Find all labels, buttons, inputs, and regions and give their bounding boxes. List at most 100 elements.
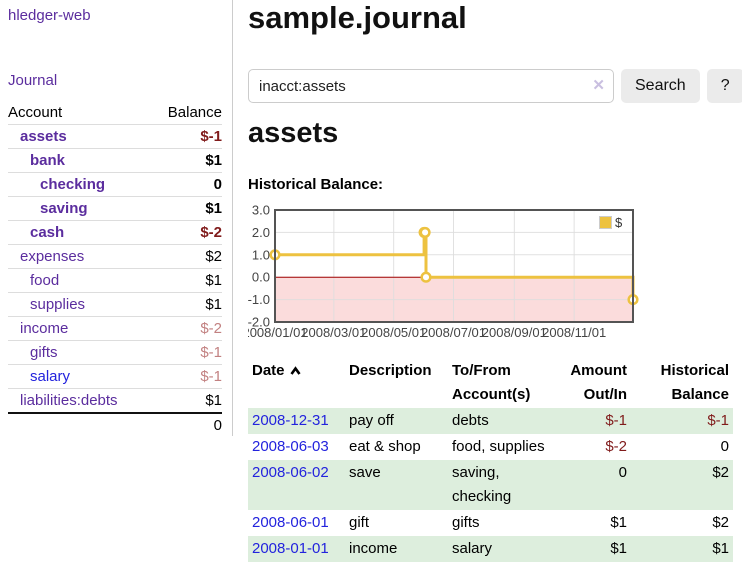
accounts-header-account: Account bbox=[8, 104, 63, 121]
register-header-accounts: To/From Account(s) bbox=[452, 362, 531, 403]
account-balance: $-2 bbox=[151, 220, 222, 245]
account-row: gifts $-1 bbox=[8, 340, 222, 365]
register-table-body: 2008-12-31 pay off debts $-1 $-1 2008-06-03 ea… bbox=[248, 408, 733, 562]
help-button[interactable]: ? bbox=[706, 69, 742, 103]
transaction-amount: $-1 bbox=[605, 412, 627, 429]
app-title-link[interactable]: hledger-web bbox=[8, 7, 91, 24]
account-link[interactable]: gifts bbox=[30, 344, 58, 361]
transaction-description: eat & shop bbox=[349, 438, 421, 455]
account-link[interactable]: bank bbox=[30, 152, 66, 169]
chart-legend: $ bbox=[599, 215, 622, 230]
transaction-date-link[interactable]: 2008-06-01 bbox=[252, 514, 329, 531]
main-content: sample.journal ✕ Search ? assets Histori… bbox=[248, 0, 742, 582]
register-header-date[interactable]: Date bbox=[248, 358, 345, 408]
transaction-amount: 0 bbox=[618, 464, 627, 481]
accounts-total-spacer bbox=[8, 412, 152, 437]
accounts-total-value: 0 bbox=[151, 412, 222, 437]
account-row: assets $-1 bbox=[8, 124, 222, 149]
account-balance: $-1 bbox=[151, 364, 222, 389]
x-axis-tick-label: 2008/07/01 bbox=[421, 325, 486, 340]
transaction-accounts: saving, checking bbox=[448, 460, 556, 510]
account-row: saving $1 bbox=[8, 196, 222, 221]
x-axis-tick-label: 2008/05/01 bbox=[361, 325, 426, 340]
account-link[interactable]: checking bbox=[40, 176, 106, 193]
register-table: Date Description To/From Account(s) Amou… bbox=[248, 358, 733, 562]
account-name-cell: saving bbox=[8, 196, 152, 221]
data-point-marker[interactable] bbox=[419, 226, 431, 238]
account-name-cell: gifts bbox=[8, 340, 152, 365]
account-link[interactable]: liabilities:debts bbox=[20, 392, 118, 409]
chart-border bbox=[274, 209, 634, 323]
account-name-cell: expenses bbox=[8, 244, 152, 269]
transaction-account-name: supplies bbox=[489, 438, 545, 455]
search-input[interactable] bbox=[248, 69, 614, 103]
account-balance: $1 bbox=[151, 196, 222, 221]
account-balance: $1 bbox=[151, 388, 222, 413]
transaction-date-link[interactable]: 2008-12-31 bbox=[252, 412, 329, 429]
accounts-header-balance: Balance bbox=[167, 104, 222, 121]
accounts-table-body: assets $-1 bank $1 checking 0 saving $1 cash $-2 e… bbox=[8, 124, 222, 413]
search-button[interactable]: Search bbox=[621, 69, 700, 103]
account-name-cell: salary bbox=[8, 364, 152, 389]
account-row: checking 0 bbox=[8, 172, 222, 197]
y-axis-tick-label: -1.0 bbox=[248, 292, 270, 307]
transaction-date-link[interactable]: 2008-06-02 bbox=[252, 464, 329, 481]
transaction-description: save bbox=[349, 464, 381, 481]
clear-search-icon[interactable]: ✕ bbox=[592, 77, 605, 94]
account-link[interactable]: salary bbox=[30, 368, 71, 385]
transaction-account-name: checking bbox=[452, 488, 512, 505]
chart-section-title: Historical Balance: bbox=[248, 176, 384, 193]
x-axis-tick-label: 2008/11/01 bbox=[542, 325, 606, 340]
transaction-date-cell: 2008-06-01 bbox=[248, 510, 345, 536]
account-link[interactable]: supplies bbox=[30, 296, 86, 313]
y-axis-tick-label: 2.0 bbox=[252, 225, 270, 240]
register-header-description: Description bbox=[349, 362, 432, 379]
account-name-cell: supplies bbox=[8, 292, 152, 317]
account-name-cell: bank bbox=[8, 148, 152, 173]
transaction-accounts: gifts bbox=[448, 510, 556, 536]
transaction-account-name: saving, bbox=[452, 464, 500, 481]
transaction-row: 2008-06-03 eat & shop food, supplies $-2 0 bbox=[248, 434, 733, 460]
transaction-amount: $1 bbox=[610, 514, 627, 531]
account-name-cell: income bbox=[8, 316, 152, 341]
account-balance: $2 bbox=[151, 244, 222, 269]
legend-swatch bbox=[599, 216, 612, 229]
transaction-date-link[interactable]: 2008-01-01 bbox=[252, 540, 329, 557]
transaction-date-cell: 2008-01-01 bbox=[248, 536, 345, 562]
transaction-accounts: food, supplies bbox=[448, 434, 556, 460]
transaction-date-cell: 2008-12-31 bbox=[248, 408, 345, 434]
account-name-cell: cash bbox=[8, 220, 152, 245]
account-row: supplies $1 bbox=[8, 292, 222, 317]
page-title: sample.journal bbox=[248, 0, 467, 35]
historical-balance-chart: 3.0 2.0 1.0 0.0 -1.0 -2.0 2008/01/01 2008/03/01… bbox=[248, 204, 668, 349]
account-row: liabilities:debts $1 bbox=[8, 388, 222, 413]
account-balance: $1 bbox=[151, 292, 222, 317]
transaction-description: income bbox=[349, 540, 398, 557]
transaction-amount: $-2 bbox=[605, 438, 627, 455]
account-name-cell: liabilities:debts bbox=[8, 388, 152, 413]
account-link[interactable]: cash bbox=[30, 224, 65, 241]
y-axis-tick-label: -2.0 bbox=[248, 315, 270, 330]
account-link[interactable]: income bbox=[20, 320, 69, 337]
sidebar-item-journal[interactable]: Journal bbox=[8, 72, 58, 89]
accounts-table: Account Balance assets $-1 bank $1 checking 0… bbox=[8, 101, 222, 437]
transaction-date-link[interactable]: 2008-06-03 bbox=[252, 438, 329, 455]
transaction-row: 2008-06-01 gift gifts $1 $2 bbox=[248, 510, 733, 536]
transaction-balance: $2 bbox=[712, 464, 729, 481]
account-row: salary $-1 bbox=[8, 364, 222, 389]
transaction-accounts: salary bbox=[448, 536, 556, 562]
search-input-wrap: ✕ bbox=[248, 69, 614, 103]
account-link[interactable]: assets bbox=[20, 128, 67, 145]
account-link[interactable]: saving bbox=[40, 200, 88, 217]
accounts-header-row: Account Balance bbox=[8, 101, 222, 125]
transaction-balance: $1 bbox=[712, 540, 729, 557]
y-axis-tick-label: 1.0 bbox=[252, 247, 270, 262]
data-point-marker[interactable] bbox=[420, 271, 432, 283]
account-link[interactable]: expenses bbox=[20, 248, 85, 265]
x-axis-tick-label: 2008/09/01 bbox=[482, 325, 547, 340]
account-name-cell: assets bbox=[8, 124, 152, 149]
account-link[interactable]: food bbox=[30, 272, 60, 289]
sidebar-divider bbox=[232, 0, 233, 436]
account-name-cell: checking bbox=[8, 172, 152, 197]
x-axis-tick-label: 2008/01/01 bbox=[248, 325, 308, 340]
